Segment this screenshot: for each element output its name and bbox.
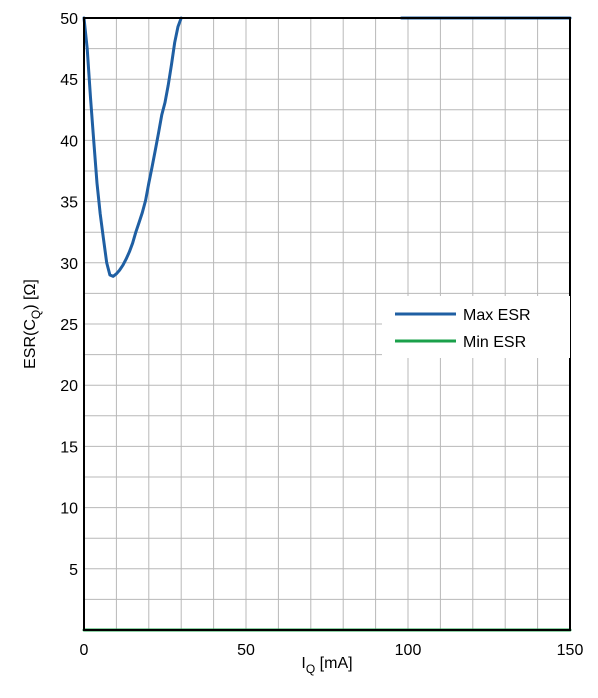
legend-box (382, 296, 570, 358)
x-tick-label: 50 (237, 642, 255, 659)
y-tick-label: 45 (60, 72, 78, 89)
y-tick-label: 15 (60, 439, 78, 456)
x-tick-label: 150 (557, 642, 584, 659)
x-tick-label: 100 (395, 642, 422, 659)
y-tick-label: 40 (60, 133, 78, 150)
y-tick-label: 20 (60, 378, 78, 395)
y-tick-label: 10 (60, 501, 78, 518)
legend: Max ESR Min ESR (382, 296, 570, 358)
y-tick-label: 25 (60, 317, 78, 334)
legend-label-max-esr: Max ESR (463, 307, 531, 324)
y-tick-label: 50 (60, 11, 78, 28)
x-tick-labels: 0 50 100 150 (80, 642, 584, 659)
x-tick-label: 0 (80, 642, 89, 659)
y-tick-label: 30 (60, 256, 78, 273)
y-tick-label: 35 (60, 195, 78, 212)
series-line-max-esr (82, 16, 183, 278)
x-axis-label: IQ [mA] (301, 655, 352, 676)
legend-label-min-esr: Min ESR (463, 334, 526, 351)
y-axis-label: ESR(CQ) [Ω] (22, 279, 43, 369)
y-tick-labels: 5 10 15 20 25 30 35 40 45 50 (60, 11, 78, 579)
y-tick-label: 5 (69, 562, 78, 579)
